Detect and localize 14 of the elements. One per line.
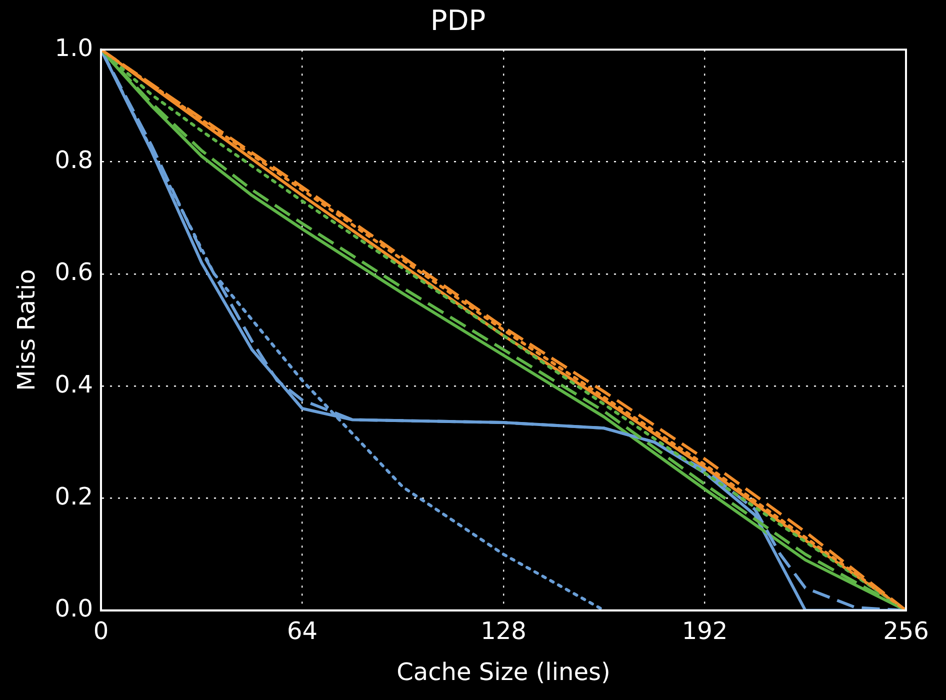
y-axis-title: Miss Ratio xyxy=(12,269,41,391)
y-tick-label: 0.0 xyxy=(54,594,93,623)
x-tick-label: 128 xyxy=(480,617,526,646)
y-tick-label: 0.8 xyxy=(54,146,93,174)
chart-title: PDP xyxy=(430,4,486,38)
x-tick-label: 0 xyxy=(93,617,109,646)
x-tick-label: 64 xyxy=(286,617,318,646)
x-tick-label: 256 xyxy=(883,617,929,646)
y-tick-label: 0.4 xyxy=(54,370,93,398)
y-tick-label: 0.2 xyxy=(54,482,93,510)
y-tick-label: 1.0 xyxy=(54,34,93,62)
x-tick-label: 192 xyxy=(682,617,728,646)
y-tick-label: 0.6 xyxy=(54,258,93,286)
x-axis-title: Cache Size (lines) xyxy=(396,658,610,686)
